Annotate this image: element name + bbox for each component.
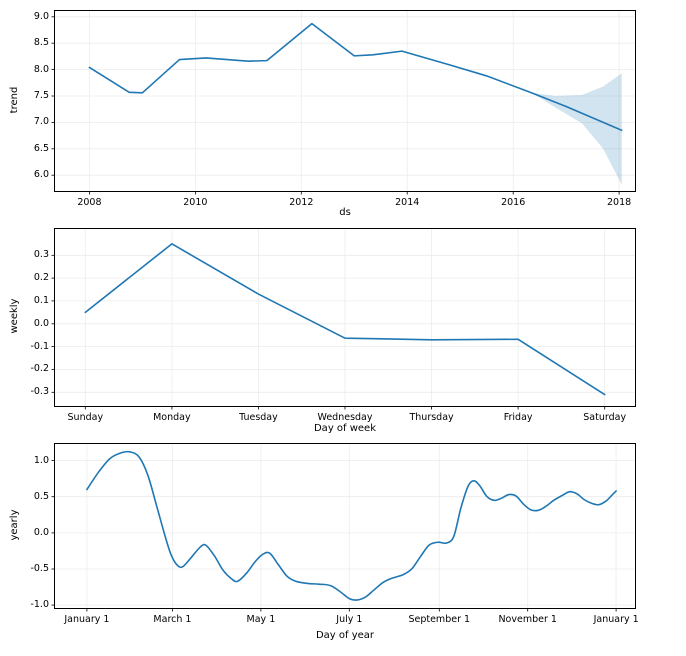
weekly-x-tick-label: Friday	[503, 412, 533, 423]
yearly-y-tick-label: -0.5	[30, 562, 49, 574]
trend-y-tick-label: 9.0	[33, 10, 49, 22]
yearly-y-tick-label: 1.0	[33, 454, 49, 466]
trend-y-tick-label: 8.0	[33, 63, 49, 75]
yearly-line-chart	[51, 444, 635, 612]
yearly-y-axis-label: yearly	[9, 509, 20, 541]
trend-plot-area	[51, 10, 636, 195]
trend-y-tick-label: 7.0	[33, 116, 49, 128]
yearly-y-tick-label: 0.0	[33, 526, 49, 538]
weekly-x-tick-label: Thursday	[409, 412, 454, 423]
yearly-x-tick-label: May 1	[246, 614, 276, 625]
weekly-y-tick-label: 0.0	[33, 317, 49, 329]
yearly-y-tick-label: 0.5	[33, 490, 49, 502]
yearly-x-axis-label: Day of year	[315, 630, 375, 641]
weekly-x-tick-label: Sunday	[67, 412, 104, 423]
trend-x-tick-label: 2010	[183, 197, 208, 208]
weekly-y-tick-label: -0.3	[30, 386, 49, 398]
weekly-x-tick-label: Monday	[153, 412, 191, 423]
yearly-y-tick-label: -1.0	[30, 599, 49, 611]
weekly-y-tick-label: 0.3	[33, 249, 49, 261]
trend-y-tick-label: 6.0	[33, 169, 49, 181]
yearly-x-tick-label: July 1	[336, 614, 363, 625]
yearly-x-tick-label: November 1	[498, 614, 557, 625]
trend-x-tick-label: 2012	[289, 197, 314, 208]
weekly-x-tick-label: Wednesday	[317, 412, 373, 423]
weekly-x-tick-label: Saturday	[583, 412, 627, 423]
yearly-plot-area	[51, 443, 636, 612]
weekly-x-axis-label: Day of week	[313, 423, 377, 434]
weekly-x-tick-label: Tuesday	[239, 412, 278, 423]
weekly-y-tick-label: -0.1	[30, 340, 49, 352]
weekly-y-tick-label: -0.2	[30, 363, 49, 375]
trend-x-tick-label: 2018	[607, 197, 632, 208]
trend-x-tick-label: 2016	[501, 197, 526, 208]
weekly-y-tick-label: 0.2	[33, 272, 49, 284]
yearly-x-tick-label: January 1	[64, 614, 110, 625]
yearly-x-tick-label: September 1	[408, 614, 471, 625]
weekly-plot-area	[51, 228, 636, 410]
trend-y-tick-label: 6.5	[33, 142, 49, 154]
weekly-y-tick-label: 0.1	[33, 294, 49, 306]
trend-y-tick-label: 8.5	[33, 37, 49, 49]
trend-line-chart	[51, 11, 635, 195]
trend-y-tick-label: 7.5	[33, 89, 49, 101]
yearly-x-tick-label: January 1	[593, 614, 639, 625]
yearly-x-tick-label: March 1	[153, 614, 192, 625]
trend-x-tick-label: 2014	[395, 197, 420, 208]
weekly-line-chart	[51, 229, 635, 410]
trend-x-axis-label: ds	[339, 207, 351, 218]
trend-x-tick-label: 2008	[77, 197, 102, 208]
